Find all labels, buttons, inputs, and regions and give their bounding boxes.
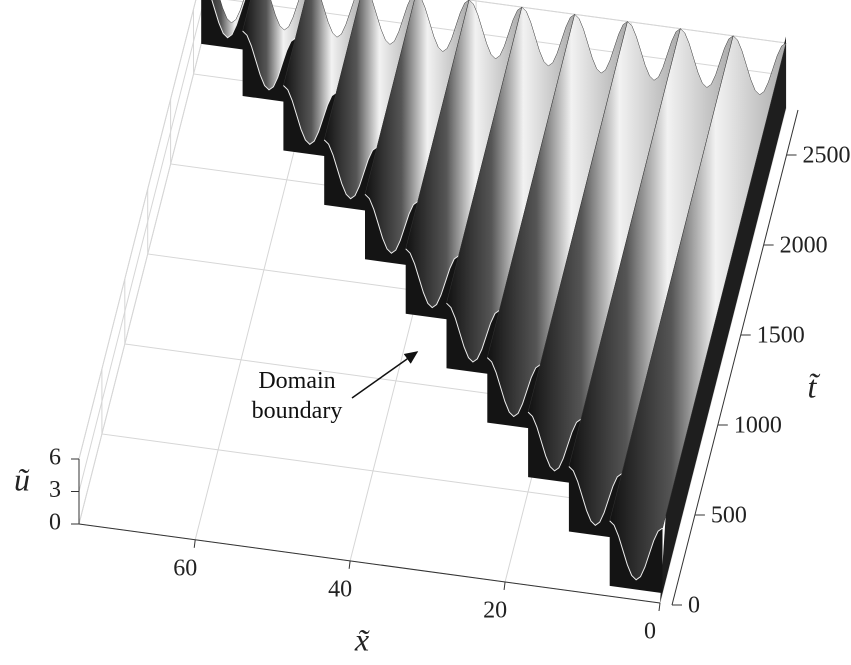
chart: 0 20 40 60 0 500 1000 1500 2000 2500 0 3 6 x̃ t̃ ũ Doma… [0,0,851,665]
x-tick [349,561,350,569]
y-tick-label: 1000 [734,413,782,439]
annotation-arrow [352,352,417,398]
y-tick-label: 2500 [803,143,851,169]
x-tick [194,540,195,548]
x-tick-label: 20 [483,597,507,623]
z-axis-label: ũ [14,461,30,497]
y-tick-label: 2000 [780,233,828,259]
y-tick-label: 1500 [757,323,805,349]
x-tick-label: 40 [328,576,352,602]
annotation: Domain boundary [238,366,356,426]
surface [201,0,786,603]
z-tick-label: 3 [49,477,61,503]
z-tick-label: 0 [49,510,61,536]
y-tick-label: 500 [711,503,747,529]
z-tick-label: 6 [49,445,61,471]
y-tick-label: 0 [688,593,700,619]
x-tick [659,603,660,611]
x-axis-label: x̃ [354,621,370,657]
y-axis-label: t̃ [808,368,821,404]
x-tick-label: 60 [173,555,197,581]
x-tick [504,582,505,590]
x-tick-label: 0 [644,619,656,645]
plot-area: 0 20 40 60 0 500 1000 1500 2000 2500 0 3 6 x̃ t̃ ũ [0,0,851,665]
axis-line [79,524,660,603]
